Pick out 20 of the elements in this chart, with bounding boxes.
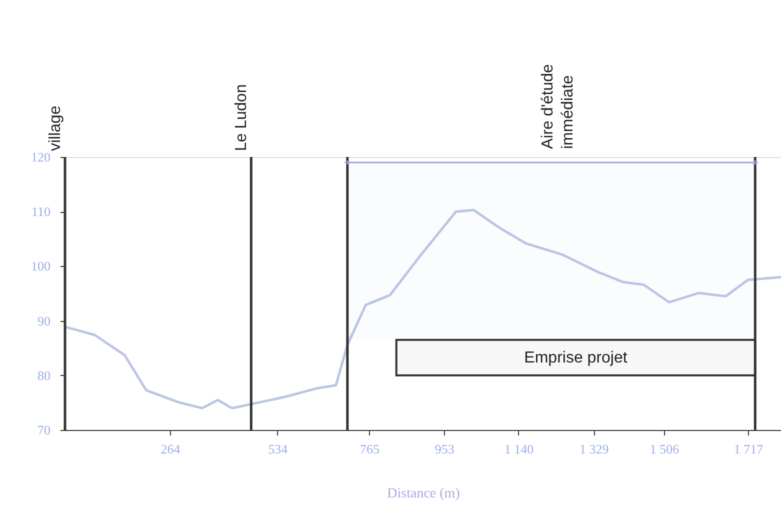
ref-line-label: village xyxy=(47,106,64,151)
y-tick-label: 90 xyxy=(38,313,50,328)
y-tick-label: 110 xyxy=(31,204,50,220)
line-series xyxy=(64,208,781,410)
band-label: Aire d'étude immédiate xyxy=(539,64,576,149)
y-tick-label: 100 xyxy=(31,258,50,274)
y-tick-label: 120 xyxy=(31,150,50,164)
band-label: Emprise projet xyxy=(524,350,628,367)
x-tick-label: 264 xyxy=(160,442,181,456)
ref-line-label: Le Ludon xyxy=(233,84,250,151)
x-tick-label: 1 140 xyxy=(504,442,534,456)
x-tick-label: 1 329 xyxy=(580,442,609,456)
x-tick-label: 1 717 xyxy=(734,442,764,456)
x-axis-title: Distance (m) xyxy=(387,486,460,502)
x-tick-label: 765 xyxy=(360,442,380,456)
y-tick-label: 70 xyxy=(38,422,50,438)
x-tick-label: 953 xyxy=(434,442,454,456)
y-tick-label: 80 xyxy=(38,368,50,383)
x-tick-label: 1 506 xyxy=(650,442,680,456)
x-tick-label: 534 xyxy=(268,442,288,456)
